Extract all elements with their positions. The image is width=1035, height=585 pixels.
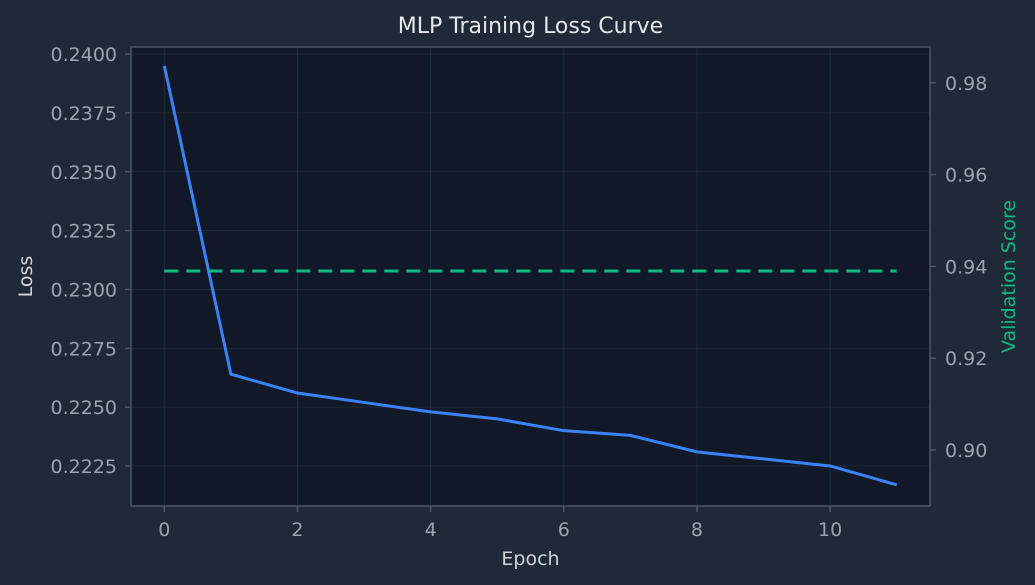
x-tick-label: 0 xyxy=(158,519,170,541)
y2-tick-label: 0.92 xyxy=(945,348,987,370)
x-axis-label: Epoch xyxy=(501,548,559,570)
y2-tick-label: 0.94 xyxy=(945,256,987,278)
y2-tick-label: 0.90 xyxy=(945,440,987,462)
x-tick-label: 2 xyxy=(291,519,303,541)
grid-lines xyxy=(131,47,930,506)
ticks-group: 0 2 4 6 8 10 0.2225 0.2250 0.2275 0.2300 0.2325 0.2… xyxy=(51,44,988,541)
training-loss-line xyxy=(162,65,898,487)
y2-tick-label: 0.98 xyxy=(945,73,987,95)
y-tick-label: 0.2325 xyxy=(51,221,117,243)
series-group xyxy=(162,65,898,487)
y-tick-label: 0.2300 xyxy=(51,279,117,301)
x-tick-label: 10 xyxy=(818,519,842,541)
y2-axis-label: Validation Score xyxy=(998,200,1020,353)
plot-area xyxy=(131,47,930,506)
y-axis-label: Loss xyxy=(15,256,37,298)
y-tick-label: 0.2250 xyxy=(51,397,117,419)
x-tick-label: 8 xyxy=(691,519,703,541)
y-tick-label: 0.2225 xyxy=(51,456,117,478)
x-tick-label: 4 xyxy=(425,519,437,541)
plot-frame xyxy=(130,46,931,507)
y2-tick-label: 0.96 xyxy=(945,165,987,187)
y-tick-label: 0.2375 xyxy=(51,103,117,125)
y-tick-label: 0.2350 xyxy=(51,162,117,184)
y-tick-label: 0.2275 xyxy=(51,338,117,360)
chart-title: MLP Training Loss Curve xyxy=(398,14,663,39)
x-tick-label: 6 xyxy=(558,519,570,541)
y-tick-label: 0.2400 xyxy=(51,44,117,66)
